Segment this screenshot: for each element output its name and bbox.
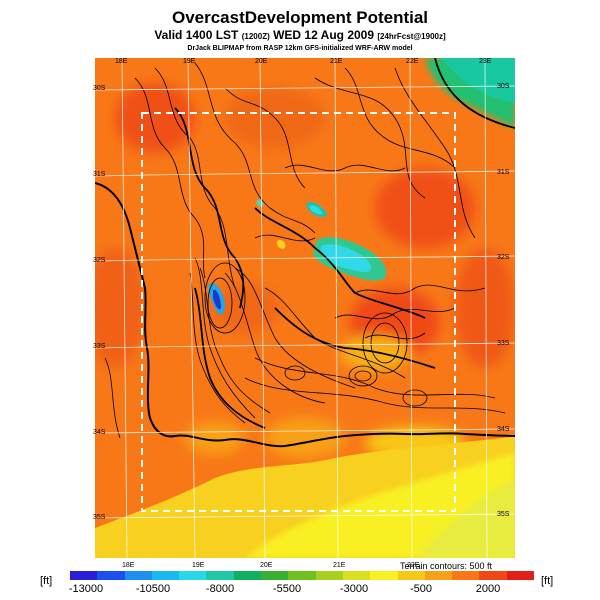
map-title: OvercastDevelopment Potential bbox=[171, 8, 429, 27]
colorbar-segment bbox=[452, 571, 480, 580]
lon-label-bottom-19e: 19E bbox=[192, 562, 205, 569]
cloud-blob-yellow bbox=[276, 239, 286, 249]
lon-label-bottom-22e: 22E bbox=[407, 562, 420, 569]
lat-label-right-30s: 30S bbox=[497, 83, 510, 90]
colorbar-segment bbox=[179, 571, 207, 580]
lon-label-top-21e: 21E bbox=[330, 58, 343, 65]
lat-label-right-34s: 34S bbox=[497, 426, 510, 433]
major-contours bbox=[174, 58, 515, 429]
lat-label-left-33s: 33S bbox=[93, 343, 106, 350]
colorbar-tick-label: -8000 bbox=[205, 583, 235, 595]
forecast-time: [24hrFcst@1900z] bbox=[377, 32, 446, 41]
map-subtitle: Valid 1400 LST (1200Z) WED 12 Aug 2009 [… bbox=[0, 28, 600, 44]
lat-label-left-35s: 35S bbox=[93, 514, 106, 521]
southern-ocean-greenish bbox=[415, 478, 515, 558]
lon-label-top-18e: 18E bbox=[115, 58, 128, 65]
map-field bbox=[95, 58, 515, 558]
colorbar-segment bbox=[506, 571, 535, 580]
unit-label-right: [ft] bbox=[541, 575, 554, 587]
lon-label-bottom-20e: 20E bbox=[260, 562, 273, 569]
lat-label-left-30s: 30S bbox=[93, 85, 106, 92]
colorbar-segment bbox=[288, 571, 316, 580]
lat-label-left-31s: 31S bbox=[93, 171, 106, 178]
terrain-contour-note: Terrain contours: 500 ft bbox=[400, 561, 493, 571]
lat-label-right-33s: 33S bbox=[497, 340, 510, 347]
map-panel: 18E 19E 20E 21E 22E 23E 30S 31S 32S 33S … bbox=[93, 58, 515, 569]
colorbar-segment bbox=[342, 571, 371, 580]
lon-label-bottom-18e: 18E bbox=[122, 562, 135, 569]
inner-domain-box bbox=[141, 112, 456, 512]
colorbar-segment bbox=[315, 571, 343, 580]
colorbar-segment bbox=[151, 571, 180, 580]
colorbar-segment bbox=[424, 571, 453, 580]
valid-date: WED 12 Aug 2009 bbox=[273, 28, 375, 42]
deep-blob-core bbox=[213, 289, 221, 310]
ne-corner-core bbox=[440, 58, 515, 103]
colorbar-tick-label: -500 bbox=[409, 583, 433, 595]
utc-time: (1200Z) bbox=[241, 32, 270, 41]
colorbar-segment bbox=[206, 571, 234, 580]
lat-label-left-34s: 34S bbox=[93, 429, 106, 436]
colorbar-segment bbox=[97, 571, 125, 580]
lat-label-left-32s: 32S bbox=[93, 257, 106, 264]
colorbar-segment bbox=[370, 571, 398, 580]
cloud-blob-small-core bbox=[309, 205, 323, 215]
header: OvercastDevelopment Potential Valid 1400… bbox=[0, 8, 600, 54]
valid-time: Valid 1400 LST bbox=[154, 28, 239, 42]
colorbar-tick-label: -10500 bbox=[135, 583, 171, 595]
colorbar-tick-label: -13000 bbox=[68, 583, 104, 595]
lat-label-right-31s: 31S bbox=[497, 169, 510, 176]
colorbar-segment bbox=[233, 571, 262, 580]
lon-label-top-19e: 19E bbox=[183, 58, 196, 65]
colorbar-segment bbox=[70, 571, 98, 580]
colorbar-tick-label: -5500 bbox=[272, 583, 302, 595]
lon-label-top-23e: 23E bbox=[479, 58, 492, 65]
lat-label-right-32s: 32S bbox=[497, 254, 510, 261]
colorbar-segment bbox=[261, 571, 289, 580]
terrain-contours bbox=[104, 62, 506, 439]
graticule bbox=[95, 58, 515, 558]
colorbar-segment bbox=[124, 571, 152, 580]
colorbar-segment bbox=[397, 571, 425, 580]
lon-label-top-20e: 20E bbox=[255, 58, 268, 65]
unit-label-left: [ft] bbox=[40, 575, 53, 587]
coastline bbox=[95, 182, 515, 448]
colorbar-tick-label: 2000 bbox=[475, 583, 501, 595]
model-credit: DrJack BLIPMAP from RASP 12km GFS-initia… bbox=[187, 45, 413, 52]
lat-label-right-35s: 35S bbox=[497, 511, 510, 518]
colorbar bbox=[70, 571, 535, 580]
colorbar-segment bbox=[479, 571, 507, 580]
colorbar-tick-label: -3000 bbox=[339, 583, 369, 595]
lon-label-bottom-21e: 21E bbox=[333, 562, 346, 569]
lon-label-top-22e: 22E bbox=[406, 58, 419, 65]
